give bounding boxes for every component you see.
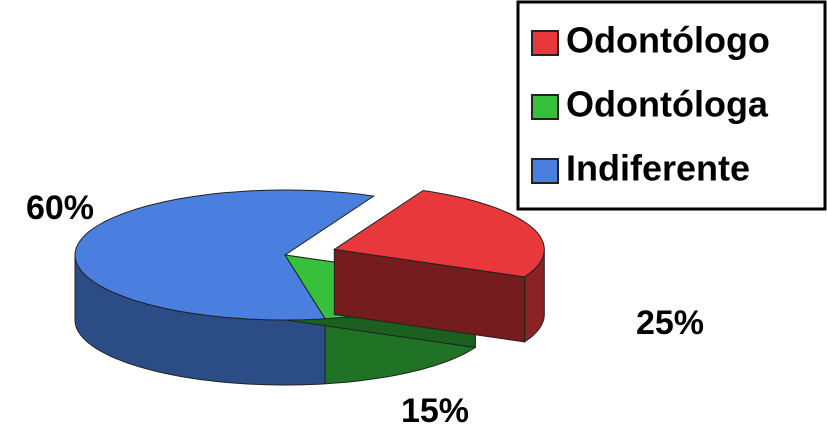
legend-swatch (531, 30, 559, 56)
slice (332, 189, 545, 278)
legend-label: Odontóloga (566, 84, 769, 125)
value-label: 60% (26, 189, 94, 227)
legend-label: Indiferente (566, 148, 750, 189)
value-label: 15% (401, 392, 469, 430)
slice (74, 189, 376, 321)
legend-swatch (531, 94, 559, 120)
legend-label: Odontólogo (566, 20, 770, 61)
value-label: 25% (636, 304, 704, 342)
legend-box (516, 0, 827, 211)
legend-swatch (531, 158, 559, 184)
